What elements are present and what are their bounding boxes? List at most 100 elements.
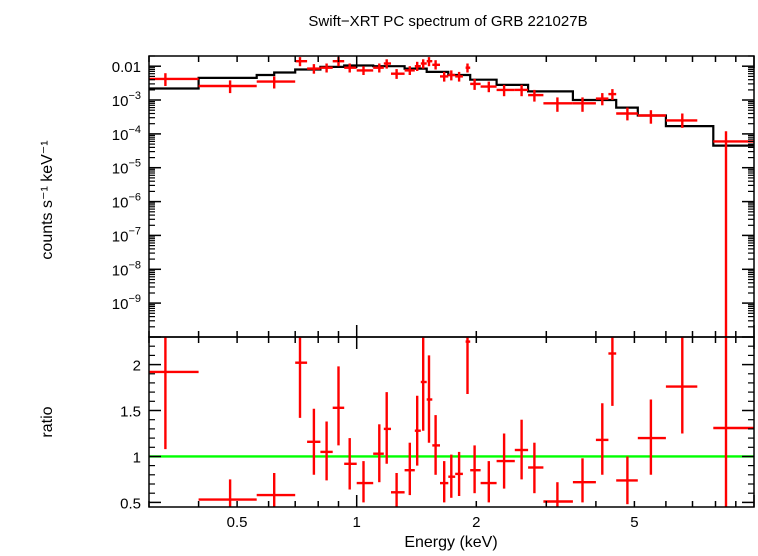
spectrum-point-13 (414, 61, 421, 71)
ratio-point-4 (307, 408, 321, 475)
spectrum-y-tick-label-3: 10−5 (112, 158, 141, 178)
ratio-point-32 (665, 337, 698, 434)
spectrum-y-tick-exp-2: −4 (128, 124, 141, 136)
spectrum-point-24 (514, 84, 529, 97)
spectrum-y-tick-base-5: 10 (112, 228, 129, 245)
x-tick-label-3: 5 (630, 514, 638, 531)
spectrum-point-0 (149, 73, 199, 86)
ratio-point-17 (440, 461, 449, 503)
ratio-point-5 (320, 421, 333, 481)
ratio-point-27 (572, 458, 596, 503)
ratio-point-6 (332, 366, 345, 446)
spectrum-point-4 (307, 64, 321, 74)
spectrum-y-tick-exp-5: −7 (128, 225, 141, 237)
x-tick-label-1: 1 (353, 514, 361, 531)
spectrum-y-tick-base-1: 10 (112, 93, 129, 110)
ratio-point-9 (373, 424, 384, 483)
spectrum-point-15 (426, 57, 433, 67)
spectrum-data-layer (149, 57, 754, 337)
ratio-point-33 (713, 337, 754, 507)
spectrum-point-8 (356, 66, 374, 75)
ratio-point-25 (528, 442, 544, 494)
ratio-point-19 (455, 451, 463, 496)
spectrum-y-tick-base-4: 10 (112, 195, 129, 212)
ratio-point-21 (470, 445, 481, 494)
spectrum-point-29 (608, 89, 617, 100)
ratio-point-26 (543, 482, 573, 507)
spectrum-point-3 (295, 57, 308, 67)
spectrum-y-tick-base-2: 10 (112, 127, 129, 144)
ratio-y-tick-label-3: 2 (133, 358, 141, 375)
ratio-point-7 (344, 438, 357, 490)
ratio-point-29 (608, 337, 617, 406)
spectrum-point-30 (616, 107, 638, 121)
x-axis-label: Energy (keV) (404, 534, 497, 551)
ratio-point-24 (514, 419, 529, 480)
ratio-ticks-layer: 0.5 1 1.5 2 0.5 1 2 5 (120, 337, 755, 531)
ratio-point-0 (149, 337, 199, 450)
spectrum-y-tick-base-3: 10 (112, 161, 129, 178)
ratio-y-tick-label-2: 1.5 (120, 404, 141, 421)
spectrum-y-tick-label-1: 10−3 (112, 90, 141, 110)
ratio-point-28 (595, 403, 609, 475)
spectrum-frame (148, 55, 755, 338)
ratio-frame (148, 336, 755, 508)
chart-title: Swift−XRT PC spectrum of GRB 221027B (308, 13, 587, 30)
spectrum-y-tick-exp-3: −5 (128, 158, 141, 170)
ratio-data-layer (149, 337, 754, 507)
ratio-point-8 (356, 461, 374, 503)
ratio-y-tick-label-0: 0.5 (120, 495, 141, 512)
ratio-point-20 (465, 337, 471, 394)
spectrum-point-19 (455, 71, 463, 82)
spectrum-point-32 (665, 113, 698, 128)
ratio-point-2 (256, 473, 296, 507)
ratio-point-22 (480, 461, 497, 503)
ratio-y-axis-label: ratio (39, 406, 56, 437)
spectrum-point-25 (528, 89, 544, 102)
ratio-point-16 (432, 415, 440, 475)
spectrum-y-tick-label-2: 10−4 (112, 124, 141, 144)
spectrum-point-5 (320, 63, 333, 73)
spectrum-y-axis-label: counts s⁻¹ keV⁻¹ (39, 140, 56, 259)
spectrum-point-2 (256, 76, 296, 89)
spectrum-y-tick-exp-4: −6 (128, 192, 141, 204)
ratio-point-23 (496, 433, 515, 489)
spectrum-y-tick-base-0: 0.01 (112, 59, 141, 76)
spectrum-point-11 (391, 69, 405, 79)
spectrum-point-28 (595, 93, 609, 106)
ratio-point-1 (198, 479, 257, 507)
spectrum-y-tick-label-0: 0.01 (112, 59, 141, 76)
spectrum-y-tick-label-7: 10−9 (112, 293, 141, 313)
spectrum-y-tick-exp-6: −8 (128, 259, 141, 271)
spectrum-y-tick-exp-7: −9 (128, 293, 141, 305)
spectrum-point-22 (480, 81, 497, 93)
ratio-point-15 (426, 355, 433, 443)
spectrum-y-tick-base-7: 10 (112, 296, 129, 313)
spectrum-point-26 (543, 97, 573, 112)
ratio-point-11 (391, 473, 405, 507)
spectrum-point-31 (637, 110, 666, 124)
spectrum-point-16 (432, 60, 440, 70)
ratio-point-13 (414, 395, 421, 466)
spectrum-point-23 (496, 84, 515, 97)
spectrum-y-tick-label-6: 10−8 (112, 259, 141, 279)
spectrum-point-33 (713, 131, 754, 337)
ratio-point-30 (616, 456, 638, 505)
ratio-point-10 (383, 392, 391, 464)
spectrum-point-20 (465, 63, 471, 73)
spectrum-y-tick-label-4: 10−6 (112, 192, 141, 212)
spectrum-point-21 (470, 78, 481, 90)
spectrum-point-14 (420, 59, 427, 69)
ratio-point-31 (637, 399, 666, 475)
ratio-panel: 0.5 1 1.5 2 0.5 1 2 5 (120, 336, 755, 531)
x-tick-label-0: 0.5 (227, 514, 248, 531)
spectrum-point-27 (572, 97, 596, 112)
spectrum-y-tick-exp-1: −3 (128, 90, 141, 102)
spectrum-point-12 (404, 66, 415, 75)
ratio-point-3 (295, 337, 308, 418)
ratio-y-tick-label-1: 1 (133, 450, 141, 467)
ratio-point-14 (420, 337, 427, 431)
